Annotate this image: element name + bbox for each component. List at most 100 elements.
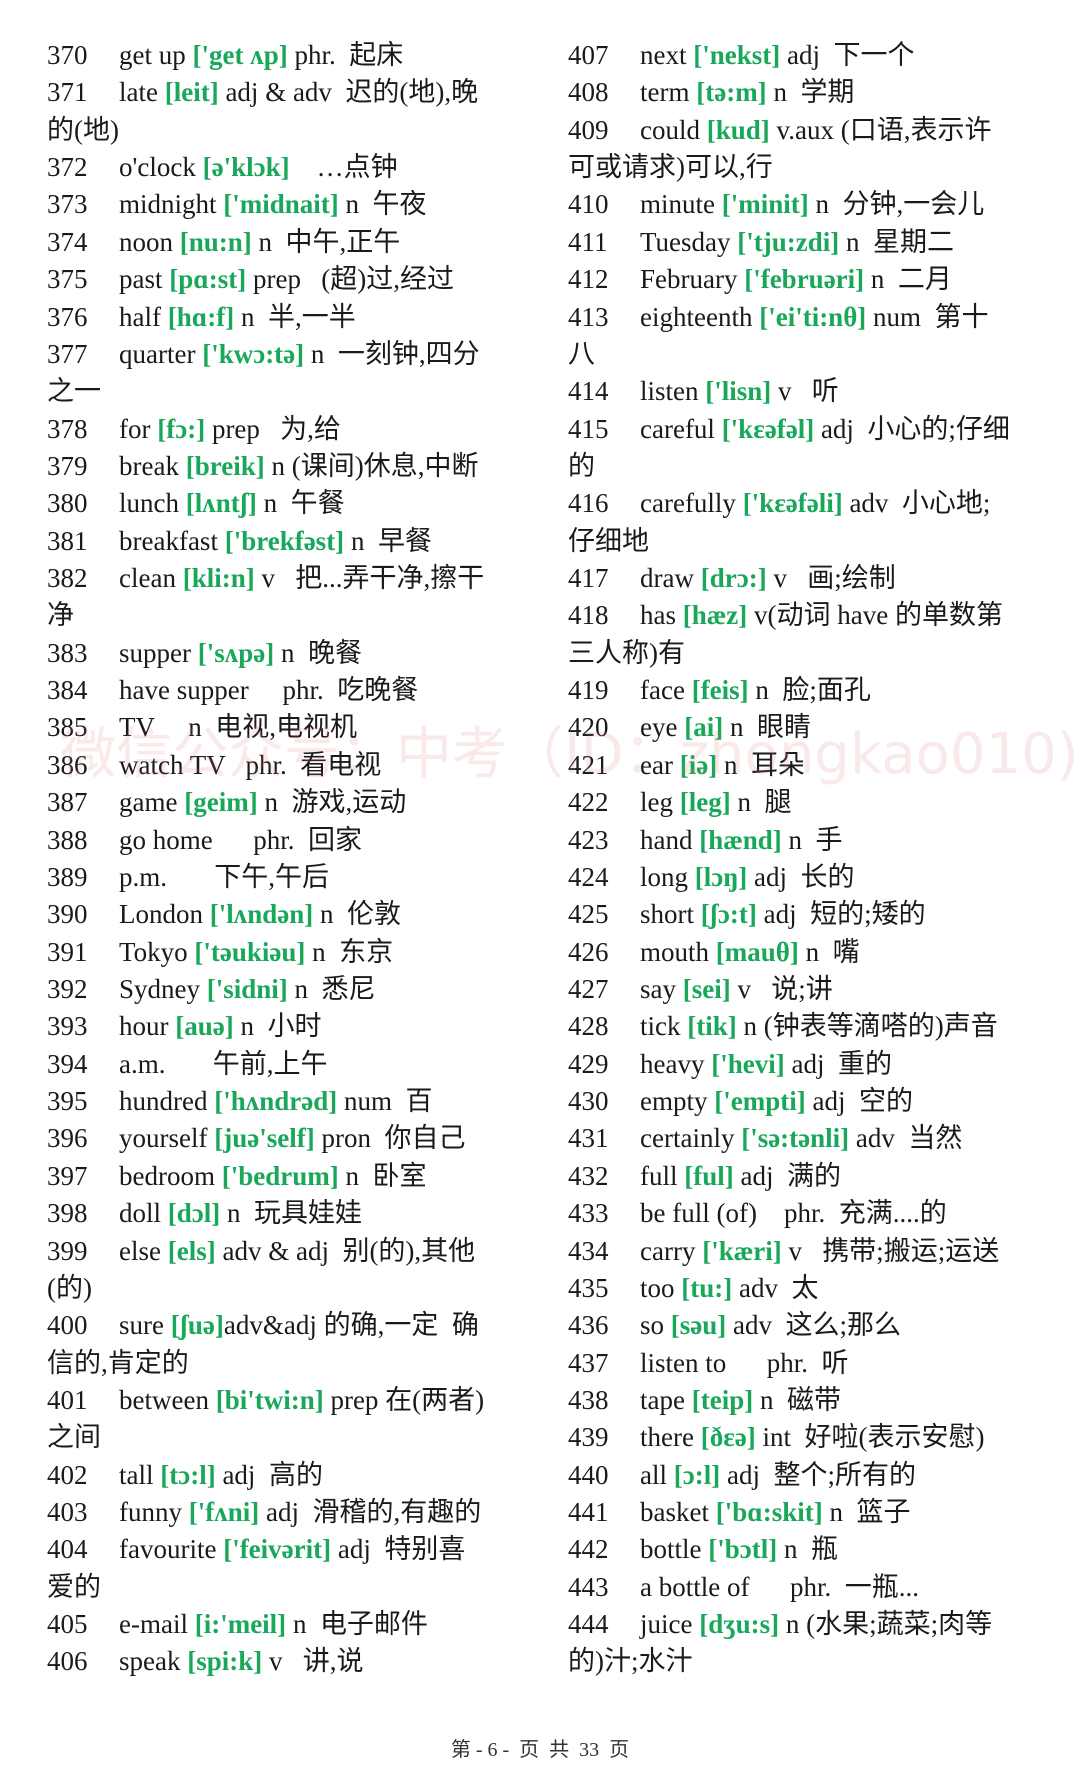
entry-number: 412 — [568, 264, 609, 295]
entry-phonetic: [dʒu:s] — [699, 1609, 780, 1640]
entry-definition-continued: 爱的 — [47, 1571, 101, 1602]
vocab-entry: 401 between [bi'twi:n] prep 在(两者) — [47, 1382, 527, 1419]
vocab-entry: 387 game [geim] n 游戏,运动 — [47, 784, 527, 821]
vocab-entry: 421 ear [iə] n 耳朵 — [568, 747, 1058, 784]
vocab-entry: 419 face [feis] n 脸;面孔 — [568, 672, 1058, 709]
entry-phonetic: ['nekst] — [693, 40, 781, 70]
entry-word: eighteenth — [640, 301, 760, 332]
entry-number: 434 — [568, 1235, 609, 1266]
entry-body: draw [drɔ:] v 画;绘制 — [640, 560, 896, 597]
entry-number: 399 — [47, 1235, 88, 1266]
entry-body: bottle ['bɔtl] n 瓶 — [640, 1531, 838, 1568]
vocab-entry-continuation: 的 — [568, 448, 1058, 485]
vocab-entry: 437 listen to phr. 听 — [568, 1345, 1058, 1382]
entry-definition: v 说;讲 — [730, 973, 833, 1004]
entry-body: next ['nekst] adj 下一个 — [640, 37, 915, 74]
entry-definition: n 午夜 — [338, 189, 427, 220]
vocab-entry: 440 all [ɔ:l] adj 整个;所有的 — [568, 1457, 1058, 1494]
entry-word: hour — [119, 1011, 176, 1042]
entry-word: Sydney — [119, 973, 207, 1004]
entry-definition: adj 长的 — [747, 861, 855, 892]
entry-number: 403 — [47, 1497, 88, 1528]
entry-phonetic: ['midnait] — [223, 189, 339, 220]
entry-word: basket — [640, 1497, 716, 1528]
entry-body: doll [dɔl] n 玩具娃娃 — [119, 1195, 362, 1232]
entry-definition-continued: 仔细地 — [568, 525, 649, 556]
entry-number: 411 — [568, 226, 608, 257]
entry-number: 433 — [568, 1198, 609, 1229]
entry-body: watch TV phr. 看电视 — [119, 747, 381, 784]
entry-word: eye — [640, 712, 685, 743]
entry-definition: n 磁带 — [753, 1384, 841, 1415]
vocab-entry: 434 carry ['kæri] v 携带;搬运;运送 — [568, 1233, 1058, 1270]
vocab-entry-continuation: 三人称)有 — [568, 635, 1058, 672]
entry-phonetic: [leit] — [164, 77, 219, 108]
entry-definition: adj 特别喜 — [331, 1534, 466, 1565]
vocab-entry: 433 be full (of) phr. 充满....的 — [568, 1195, 1058, 1232]
entry-definition-continued: 之一 — [47, 376, 101, 407]
entry-body: game [geim] n 游戏,运动 — [119, 784, 406, 821]
entry-number: 438 — [568, 1384, 609, 1415]
entry-definition: n 悉尼 — [287, 973, 376, 1004]
entry-word: past — [119, 264, 170, 295]
vocab-entry: 400 sure [ʃuə]adv&adj 的确,一定 确 — [47, 1307, 527, 1344]
vocab-entry-continuation: 仔细地 — [568, 523, 1058, 560]
entry-phonetic: [els] — [167, 1235, 216, 1266]
entry-definition: phr. 起床 — [287, 40, 404, 70]
entry-definition: adv & adj 别(的),其他 — [215, 1235, 476, 1266]
entry-definition: …点钟 — [289, 152, 398, 183]
entry-body: hundred ['hʌndrəd] num 百 — [119, 1083, 433, 1120]
entry-body: p.m. 下午,午后 — [119, 859, 329, 896]
entry-definition: n 耳朵 — [717, 749, 805, 780]
entry-word: certainly — [640, 1123, 742, 1154]
entry-word: lunch — [119, 488, 186, 519]
entry-number: 391 — [47, 936, 88, 967]
entry-body: Tokyo ['təukiəu] n 东京 — [119, 934, 393, 971]
vocab-entry: 414 listen ['lisn] v 听 — [568, 373, 1058, 410]
entry-definition: n 腿 — [730, 787, 792, 818]
entry-body: for [fɔ:] prep 为,给 — [119, 411, 341, 448]
entry-number: 379 — [47, 450, 88, 481]
entry-number: 371 — [47, 77, 88, 108]
entry-word: yourself — [119, 1123, 215, 1154]
entry-phonetic: ['bɑ:skit] — [715, 1497, 823, 1528]
entry-word: doll — [119, 1198, 168, 1229]
vocab-entry-continuation: 八 — [568, 336, 1058, 373]
vocab-entry: 383 supper ['sʌpə] n 晚餐 — [47, 635, 527, 672]
vocab-entry-continuation: 的(地) — [47, 112, 527, 149]
entry-definition: n 嘴 — [798, 936, 860, 967]
entry-definition: phr. 回家 — [212, 824, 363, 855]
entry-phonetic: [bi'twi:n] — [215, 1384, 324, 1415]
entry-number: 435 — [568, 1272, 609, 1303]
entry-word: favourite — [119, 1534, 224, 1565]
vocab-entry: 405 e-mail [i:'meil] n 电子邮件 — [47, 1606, 527, 1643]
entry-word: a bottle of — [640, 1571, 750, 1602]
vocab-entry: 403 funny ['fʌni] adj 滑稽的,有趣的 — [47, 1494, 527, 1531]
entry-definition-continued: 之间 — [47, 1422, 101, 1453]
entry-word: else — [119, 1235, 168, 1266]
entry-number: 439 — [568, 1422, 609, 1453]
entry-phonetic: [leg] — [679, 787, 731, 818]
entry-word: a.m. — [119, 1048, 166, 1079]
entry-body: February ['februəri] n 二月 — [640, 261, 952, 298]
entry-word: tall — [119, 1459, 161, 1490]
entry-definition: v 把...弄干净,擦干 — [254, 563, 485, 594]
entry-number: 374 — [47, 226, 88, 257]
entry-number: 375 — [47, 264, 88, 295]
entry-definition: n 篮子 — [822, 1497, 911, 1528]
entry-number: 423 — [568, 824, 609, 855]
entry-number: 442 — [568, 1534, 609, 1565]
entry-phonetic: [ʃɔ:t] — [700, 899, 757, 930]
entry-phonetic: ['sidni] — [206, 973, 288, 1004]
vocab-entry: 410 minute ['minit] n 分钟,一会儿 — [568, 186, 1058, 223]
entry-phonetic: ['bedrum] — [221, 1160, 339, 1191]
entry-phonetic: [ʃuə] — [170, 1310, 224, 1341]
entry-number: 385 — [47, 712, 88, 743]
vocab-entry: 407 next ['nekst] adj 下一个 — [568, 37, 1058, 74]
entry-definition-continued: 的 — [568, 450, 595, 481]
entry-word: London — [119, 899, 210, 930]
entry-definition: n 一刻钟,四分 — [304, 338, 480, 369]
vocabulary-column-left: 370 get up ['get ʌp] phr. 起床 371 late [leit… — [47, 37, 527, 1681]
entry-word: supper — [119, 637, 198, 668]
vocab-entry: 399 else [els] adv & adj 别(的),其他 — [47, 1233, 527, 1270]
